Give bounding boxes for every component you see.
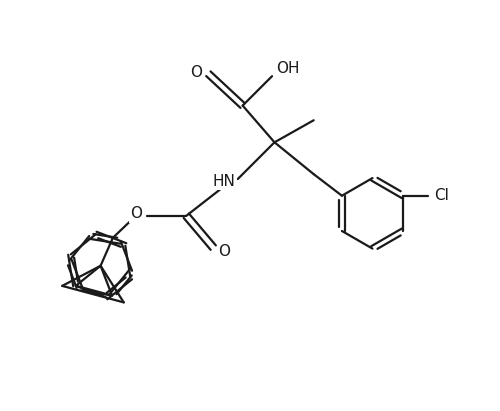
Text: O: O [218,244,230,259]
Text: OH: OH [276,61,299,76]
Text: HN: HN [212,174,236,189]
Text: O: O [130,206,142,222]
Text: O: O [190,65,202,80]
Text: Cl: Cl [434,188,448,203]
